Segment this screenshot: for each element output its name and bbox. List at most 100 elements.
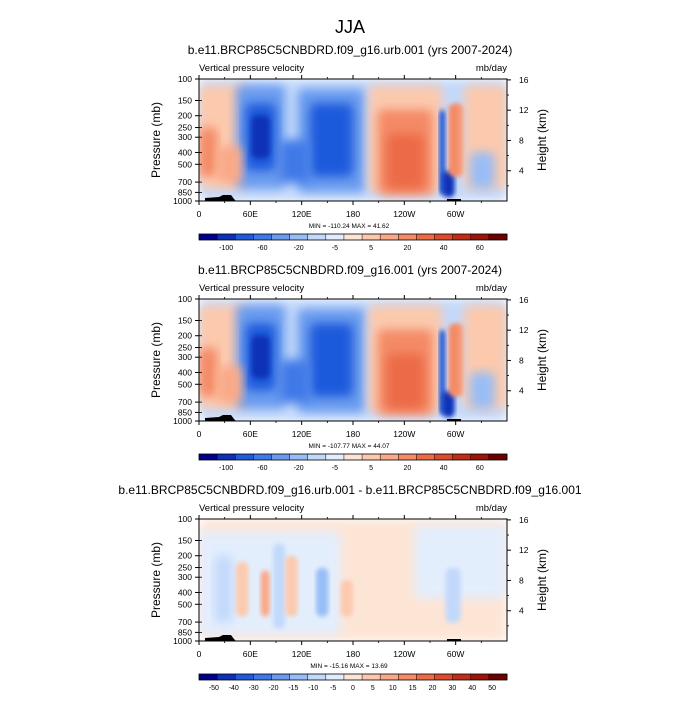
- colorbar-label: -100: [219, 245, 233, 252]
- contour-region: [414, 525, 507, 599]
- colorbar-swatch: [325, 454, 345, 460]
- colorbar-swatch: [253, 454, 272, 460]
- colorbar-swatch: [343, 674, 363, 680]
- pressure-tick-label: 150: [178, 315, 192, 325]
- colorbar: -100 -60 -20 -5 5 20 40 60: [198, 453, 508, 472]
- contour-region: [217, 366, 243, 403]
- pressure-tick-label: 700: [178, 177, 192, 187]
- lon-tick-label: 120E: [292, 429, 312, 439]
- panel-title: b.e11.BRCP85C5CNBDRD.f09_g16.001 (yrs 20…: [198, 263, 502, 277]
- contour-field: [199, 299, 507, 421]
- lon-tick-label: 60W: [447, 429, 464, 439]
- topography-asia: [205, 195, 236, 201]
- pressure-tick-label: 700: [178, 617, 192, 627]
- colorbar-label: -100: [219, 465, 233, 472]
- colorbar-swatch: [452, 454, 472, 460]
- colorbar-label: -40: [229, 685, 239, 692]
- pressure-tick-label: 250: [178, 123, 192, 133]
- height-tick-label: 4: [519, 386, 524, 396]
- colorbar-swatch: [199, 674, 218, 680]
- colorbar-swatch: [398, 234, 417, 240]
- panel-urban: b.e11.BRCP85C5CNBDRD.f09_g16.urb.001 (yr…: [149, 43, 549, 252]
- min-max-stats: MIN = -15.16 MAX = 13.69: [310, 663, 388, 670]
- lon-tick-label: 0: [197, 429, 202, 439]
- topography-asia: [205, 415, 236, 421]
- pressure-tick-label: 400: [178, 587, 192, 597]
- colorbar-swatch: [416, 454, 435, 460]
- pressure-tick-label: 1000: [173, 416, 192, 426]
- colorbar-swatch: [307, 674, 327, 680]
- colorbar-swatch: [362, 674, 381, 680]
- colorbar-label: 20: [403, 245, 411, 252]
- pressure-tick-label: 200: [178, 111, 192, 121]
- height-tick-label: 4: [519, 166, 524, 176]
- lon-tick-label: 120E: [292, 649, 312, 659]
- lon-tick-label: 120W: [393, 649, 415, 659]
- height-tick-label: 4: [519, 606, 524, 616]
- lon-tick-label: 0: [197, 209, 202, 219]
- colorbar-swatch: [289, 454, 309, 460]
- colorbar-swatch: [470, 234, 490, 240]
- lon-tick-label: 180: [346, 209, 360, 219]
- colorbar-swatch: [325, 234, 345, 240]
- lon-tick-label: 60E: [243, 429, 258, 439]
- colorbar-label: 60: [476, 465, 484, 472]
- contour-region: [260, 570, 270, 617]
- pressure-tick-label: 500: [178, 379, 192, 389]
- colorbar-label: 30: [448, 685, 456, 692]
- topography-asia: [205, 635, 236, 641]
- colorbar-swatch: [199, 454, 218, 460]
- colorbar-swatch: [271, 454, 290, 460]
- colorbar-label: -50: [209, 685, 219, 692]
- colorbar-label: -60: [257, 465, 267, 472]
- lon-tick-label: 60W: [447, 209, 464, 219]
- colorbar-label: -30: [249, 685, 259, 692]
- colorbar-label: 10: [389, 685, 397, 692]
- colorbar-label: -5: [332, 245, 338, 252]
- contour-region: [279, 140, 310, 183]
- y-axis-label: Pressure (mb): [149, 322, 163, 398]
- units-label: mb/day: [476, 283, 507, 294]
- colorbar-label: -5: [332, 465, 338, 472]
- colorbar-label: 5: [369, 245, 373, 252]
- contour-region: [199, 347, 218, 397]
- colorbar-swatch: [199, 234, 218, 240]
- min-max-stats: MIN = -110.24 MAX = 41.62: [309, 223, 390, 230]
- pressure-tick-label: 850: [178, 407, 192, 417]
- height-tick-label: 8: [519, 355, 524, 365]
- colorbar-swatch: [235, 234, 254, 240]
- y2-axis-label: Height (km): [535, 549, 549, 611]
- colorbar-label: 0: [351, 685, 355, 692]
- pressure-tick-label: 250: [178, 563, 192, 573]
- colorbar-label: 60: [476, 245, 484, 252]
- height-tick-label: 8: [519, 575, 524, 585]
- colorbar-swatch: [217, 454, 236, 460]
- colorbar-label: 40: [440, 465, 448, 472]
- contour-region: [251, 335, 270, 379]
- lon-tick-label: 120W: [393, 429, 415, 439]
- colorbar-label: 20: [403, 465, 411, 472]
- colorbar-swatch: [271, 674, 290, 680]
- colorbar-label: 40: [440, 245, 448, 252]
- pressure-tick-label: 1000: [173, 636, 192, 646]
- colorbar-label: -20: [294, 245, 304, 252]
- colorbar-label: 20: [429, 685, 437, 692]
- contour-region: [470, 152, 495, 189]
- colorbar-swatch: [307, 454, 327, 460]
- contour-region: [470, 372, 495, 409]
- height-tick-label: 12: [519, 545, 529, 555]
- panel-difference: b.e11.BRCP85C5CNBDRD.f09_g16.urb.001 - b…: [118, 483, 581, 692]
- colorbar-swatch: [452, 674, 472, 680]
- contour-region: [448, 103, 464, 177]
- pressure-tick-label: 850: [178, 187, 192, 197]
- panel-title: b.e11.BRCP85C5CNBDRD.f09_g16.urb.001 - b…: [118, 483, 581, 497]
- pressure-tick-label: 300: [178, 572, 192, 582]
- pressure-tick-label: 100: [178, 294, 192, 304]
- variable-label: Vertical pressure velocity: [199, 283, 304, 294]
- pressure-tick-label: 850: [178, 627, 192, 637]
- units-label: mb/day: [476, 63, 507, 74]
- colorbar-frame: [198, 233, 508, 241]
- colorbar-swatch: [470, 674, 490, 680]
- colorbar-swatch: [235, 454, 254, 460]
